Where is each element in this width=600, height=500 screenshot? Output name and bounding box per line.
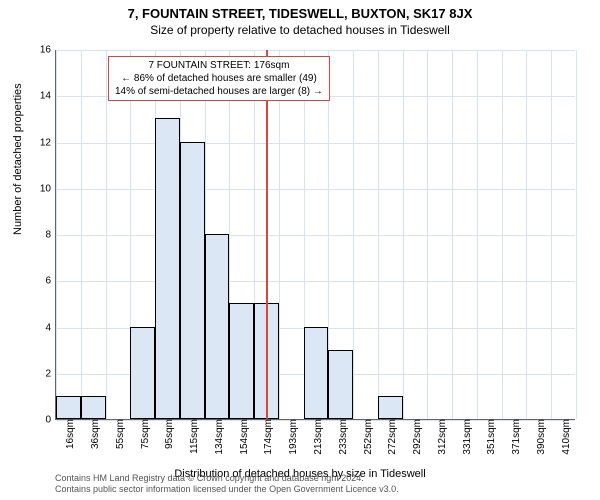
x-tick-label: 272sqm xyxy=(382,419,398,455)
gridline-horizontal xyxy=(56,143,575,144)
y-tick-label: 16 xyxy=(40,45,56,56)
x-tick-label: 16sqm xyxy=(60,419,76,449)
histogram-bar xyxy=(180,142,205,420)
histogram-bar xyxy=(155,118,180,419)
x-tick-label: 312sqm xyxy=(432,419,448,455)
y-tick-label: 12 xyxy=(40,137,56,148)
x-tick-label: 95sqm xyxy=(159,419,175,449)
y-axis-label: Number of detached properties xyxy=(12,83,24,235)
x-tick-label: 292sqm xyxy=(407,419,423,455)
x-tick-label: 174sqm xyxy=(258,419,274,455)
gridline-vertical xyxy=(279,50,280,419)
y-tick-label: 10 xyxy=(40,183,56,194)
x-tick-label: 75sqm xyxy=(135,419,151,449)
annotation-line: 14% of semi-detached houses are larger (… xyxy=(115,85,323,98)
x-tick-label: 115sqm xyxy=(184,419,200,454)
footer-attribution: Contains HM Land Registry data © Crown c… xyxy=(55,473,399,496)
gridline-horizontal xyxy=(56,235,575,236)
gridline-vertical xyxy=(353,50,354,419)
y-tick-label: 2 xyxy=(45,368,56,379)
reference-line xyxy=(266,50,268,419)
plot-area: 024681012141616sqm36sqm55sqm75sqm95sqm11… xyxy=(55,50,575,420)
gridline-vertical xyxy=(56,50,57,419)
histogram-bar xyxy=(229,303,254,419)
footer-line1: Contains HM Land Registry data © Crown c… xyxy=(55,473,399,485)
gridline-vertical xyxy=(477,50,478,419)
histogram-bar xyxy=(205,234,230,419)
gridline-vertical xyxy=(502,50,503,419)
gridline-vertical xyxy=(81,50,82,419)
annotation-line: 7 FOUNTAIN STREET: 176sqm xyxy=(115,59,323,72)
histogram-bar xyxy=(304,327,329,420)
gridline-vertical xyxy=(378,50,379,419)
gridline-horizontal xyxy=(56,189,575,190)
address-title: 7, FOUNTAIN STREET, TIDESWELL, BUXTON, S… xyxy=(0,6,600,21)
histogram-bar xyxy=(81,396,106,419)
x-tick-label: 390sqm xyxy=(531,419,547,455)
chart-header: 7, FOUNTAIN STREET, TIDESWELL, BUXTON, S… xyxy=(0,0,600,37)
gridline-horizontal xyxy=(56,50,575,51)
gridline-vertical xyxy=(551,50,552,419)
annotation-line: ← 86% of detached houses are smaller (49… xyxy=(115,72,323,85)
footer-line2: Contains public sector information licen… xyxy=(55,484,399,496)
y-tick-label: 8 xyxy=(45,230,56,241)
gridline-horizontal xyxy=(56,281,575,282)
y-tick-label: 0 xyxy=(45,415,56,426)
histogram-bar xyxy=(378,396,403,419)
annotation-box: 7 FOUNTAIN STREET: 176sqm← 86% of detach… xyxy=(108,56,330,101)
x-tick-label: 410sqm xyxy=(556,419,572,455)
x-tick-label: 371sqm xyxy=(506,419,522,455)
subtitle: Size of property relative to detached ho… xyxy=(0,23,600,37)
x-tick-label: 55sqm xyxy=(110,419,126,449)
x-tick-label: 36sqm xyxy=(85,419,101,449)
y-tick-label: 14 xyxy=(40,91,56,102)
x-tick-label: 193sqm xyxy=(283,419,299,455)
gridline-vertical xyxy=(576,50,577,419)
x-tick-label: 233sqm xyxy=(333,419,349,455)
x-tick-label: 154sqm xyxy=(234,419,250,455)
gridline-vertical xyxy=(526,50,527,419)
gridline-vertical xyxy=(106,50,107,419)
gridline-vertical xyxy=(452,50,453,419)
histogram-bar xyxy=(56,396,81,419)
x-tick-label: 213sqm xyxy=(308,419,324,455)
histogram-bar xyxy=(130,327,155,420)
x-tick-label: 331sqm xyxy=(457,419,473,455)
gridline-vertical xyxy=(403,50,404,419)
x-tick-label: 351sqm xyxy=(481,419,497,455)
y-tick-label: 4 xyxy=(45,322,56,333)
gridline-vertical xyxy=(427,50,428,419)
x-tick-label: 252sqm xyxy=(358,419,374,455)
histogram-bar xyxy=(328,350,353,419)
x-tick-label: 134sqm xyxy=(209,419,225,455)
y-tick-label: 6 xyxy=(45,276,56,287)
